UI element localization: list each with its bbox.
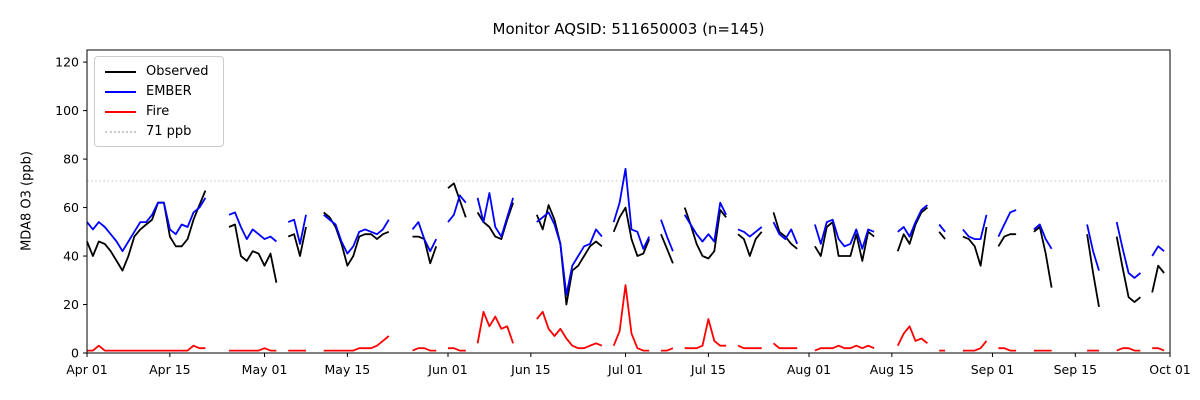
series-line-ember xyxy=(86,197,207,253)
series-line-fire xyxy=(998,347,1017,352)
series-line-ember xyxy=(1033,223,1053,250)
series-line-ember xyxy=(660,219,674,252)
series-line-ember xyxy=(814,218,875,250)
series-line-ember xyxy=(228,211,277,243)
series-line-fire xyxy=(476,310,514,344)
x-tick-label: Oct 01 xyxy=(1149,362,1191,377)
y-tick-label: 60 xyxy=(63,200,79,215)
y-tick-label: 120 xyxy=(55,55,79,70)
series-line-observed xyxy=(737,231,763,257)
series-line-ember xyxy=(737,226,763,238)
y-axis-label: MDA8 O3 (ppb) xyxy=(19,151,35,251)
series-line-fire xyxy=(772,342,798,350)
x-tick-label: Jul 01 xyxy=(607,362,643,377)
series-line-fire xyxy=(612,284,650,352)
series-line-fire xyxy=(962,340,988,352)
series-line-ember xyxy=(536,211,603,296)
series-line-observed xyxy=(938,231,946,240)
series-line-ember xyxy=(1086,224,1100,271)
series-line-ember xyxy=(772,221,799,245)
series-line-observed xyxy=(1033,226,1053,288)
series-line-observed xyxy=(660,233,674,264)
legend-label-fire: Fire xyxy=(146,104,170,119)
series-line-observed xyxy=(447,182,467,218)
series-line-fire xyxy=(1152,347,1165,352)
series-line-fire xyxy=(896,325,928,347)
y-tick-label: 80 xyxy=(63,152,79,167)
x-tick-label: Aug 15 xyxy=(870,362,914,377)
series-line-observed xyxy=(997,233,1017,247)
series-line-observed xyxy=(962,226,988,267)
series-line-ember xyxy=(411,221,438,253)
legend-item-fire: Fire xyxy=(105,104,209,119)
x-tick-label: Sep 15 xyxy=(1054,362,1097,377)
y-tick-label: 0 xyxy=(71,346,79,361)
series-line-fire xyxy=(229,347,277,352)
series-line-fire xyxy=(412,347,437,352)
series-line-observed xyxy=(1115,236,1141,304)
legend-item-observed: Observed xyxy=(105,64,209,79)
series-line-observed xyxy=(228,223,278,283)
series-line-ember xyxy=(1115,221,1141,279)
x-tick-label: May 01 xyxy=(242,362,288,377)
series-line-fire xyxy=(737,344,762,350)
series-line-fire xyxy=(323,335,390,352)
x-tick-label: Sep 01 xyxy=(971,362,1014,377)
legend-label-threshold: 71 ppb xyxy=(146,124,192,139)
series-line-ember xyxy=(962,214,988,241)
legend-item-ember: EMBER xyxy=(105,84,209,99)
legend-item-threshold: 71 ppb xyxy=(105,124,209,139)
series-line-ember xyxy=(997,209,1017,237)
plot-frame xyxy=(86,49,1171,354)
legend-label-observed: Observed xyxy=(146,64,209,79)
series-line-observed xyxy=(1086,234,1100,308)
series-line-ember xyxy=(938,223,946,233)
y-tick-label: 20 xyxy=(63,297,79,312)
series-line-ember xyxy=(897,204,928,238)
legend: Observed EMBER Fire 71 ppb xyxy=(94,56,224,147)
chart-title: Monitor AQSID: 511650003 (n=145) xyxy=(492,20,765,38)
x-tick-label: Jun 15 xyxy=(510,362,550,377)
legend-line-fire xyxy=(105,110,136,113)
x-tick-label: Apr 01 xyxy=(66,362,108,377)
series-line-fire xyxy=(87,344,206,352)
x-tick-label: Jun 01 xyxy=(427,362,467,377)
series-line-observed xyxy=(86,190,207,272)
series-line-ember xyxy=(287,214,307,245)
series-line-observed xyxy=(323,211,390,267)
legend-line-observed xyxy=(105,70,136,73)
series-line-observed xyxy=(814,221,875,262)
series-line-fire xyxy=(448,347,466,352)
y-tick-label: 40 xyxy=(63,249,79,264)
series-line-observed xyxy=(896,206,928,252)
legend-line-ember xyxy=(105,90,136,93)
series-line-ember xyxy=(447,194,467,223)
series-line-fire xyxy=(814,344,875,352)
x-tick-label: Apr 15 xyxy=(149,362,191,377)
y-tick-label: 100 xyxy=(55,103,79,118)
series-line-fire xyxy=(661,347,674,352)
series-line-observed xyxy=(287,226,307,257)
series-line-observed xyxy=(612,206,651,257)
legend-line-threshold xyxy=(105,130,136,133)
x-tick-label: May 15 xyxy=(325,362,371,377)
series-line-ember xyxy=(476,192,514,238)
series-line-observed xyxy=(1151,264,1165,293)
x-tick-label: Jul 15 xyxy=(690,362,726,377)
series-line-ember xyxy=(683,201,727,243)
series-line-ember xyxy=(323,214,390,255)
series-line-fire xyxy=(1116,347,1141,352)
series-line-observed xyxy=(772,212,798,250)
x-tick-label: Aug 01 xyxy=(787,362,831,377)
legend-label-ember: EMBER xyxy=(146,84,192,99)
series-line-ember xyxy=(1151,245,1165,257)
series-line-observed xyxy=(535,204,603,306)
series-line-fire xyxy=(684,318,727,350)
series-line-observed xyxy=(683,207,727,260)
series-line-ember xyxy=(612,167,651,250)
series-line-fire xyxy=(536,310,603,350)
